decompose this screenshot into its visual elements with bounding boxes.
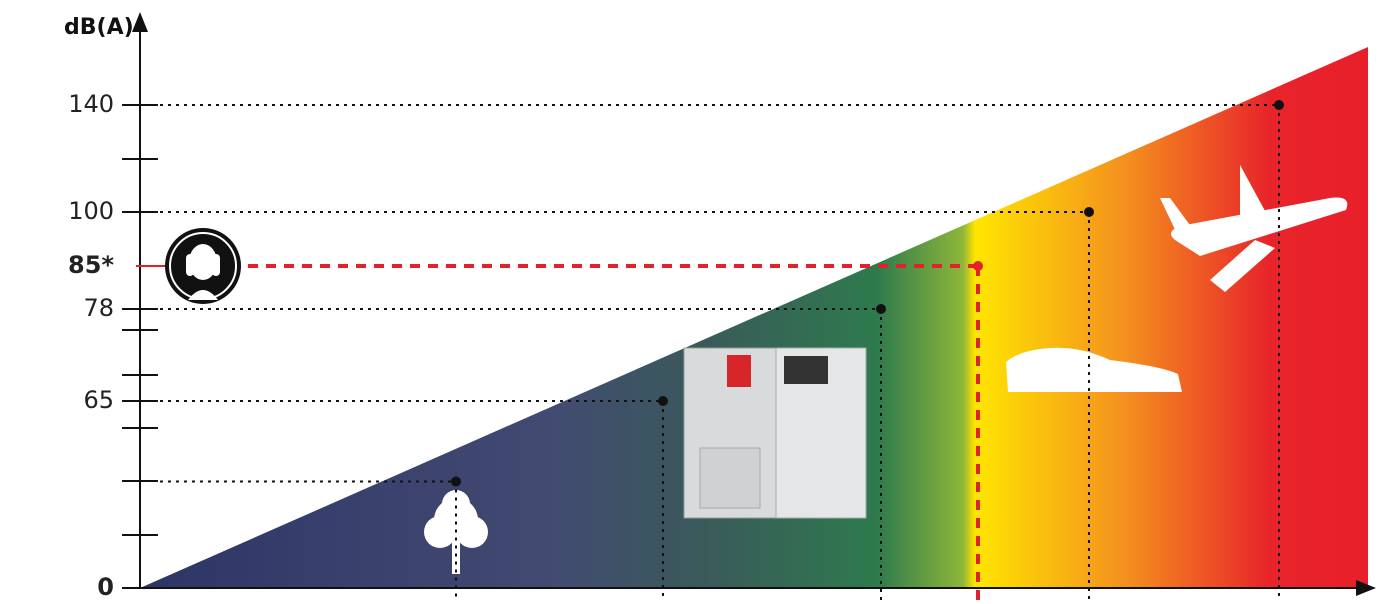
machine-icon	[683, 347, 867, 519]
data-point	[973, 261, 983, 271]
y-tick-label: 78	[83, 294, 114, 322]
noise-wedge	[140, 47, 1368, 588]
data-point	[876, 304, 886, 314]
data-point	[658, 396, 668, 406]
ear-protection-sign	[165, 228, 241, 304]
y-arrow	[132, 12, 148, 32]
y-tick-label: 0	[97, 573, 114, 600]
data-point	[451, 476, 461, 487]
y-axis-label: dB(A)	[64, 15, 134, 40]
y-tick-label: 140	[68, 90, 114, 118]
minor-ticks	[122, 158, 158, 536]
y-tick-label: 85*	[68, 251, 114, 279]
tree-icon	[424, 490, 488, 574]
car-icon	[1006, 347, 1182, 392]
y-tick-label: 65	[83, 386, 114, 414]
x-arrow	[1356, 580, 1376, 596]
data-point	[1084, 207, 1094, 217]
y-tick-label: 100	[68, 197, 114, 225]
data-point	[1274, 100, 1284, 110]
plane-icon	[1160, 165, 1348, 292]
